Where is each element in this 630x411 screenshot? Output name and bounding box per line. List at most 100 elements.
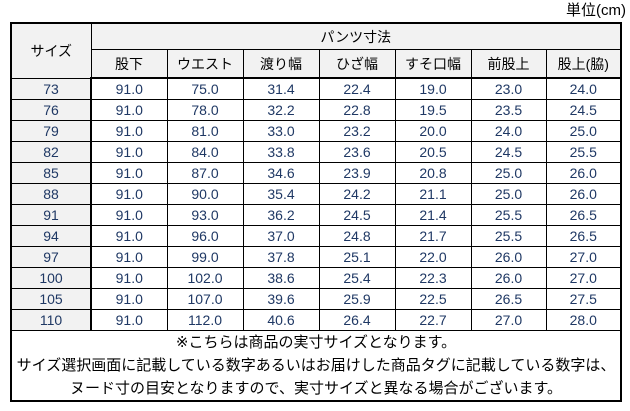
value-cell: 23.5: [470, 98, 547, 121]
value-cell: 91.0: [90, 224, 168, 247]
value-cell: 91.0: [90, 77, 168, 100]
group-header: パンツ寸法: [90, 22, 622, 50]
value-cell: 26.5: [545, 224, 622, 247]
value-cell: 22.8: [318, 98, 396, 121]
value-cell: 84.0: [166, 140, 244, 163]
value-cell: 21.1: [394, 182, 472, 205]
value-cell: 91.0: [90, 245, 168, 268]
size-cell: 110: [10, 308, 92, 331]
table-row: 110 91.0 112.0 40.6 26.4 22.7 27.0 28.0: [10, 308, 622, 331]
value-cell: 26.0: [470, 245, 547, 268]
value-cell: 26.0: [545, 161, 622, 184]
value-cell: 87.0: [166, 161, 244, 184]
value-cell: 36.2: [242, 203, 320, 226]
table-row: 73 91.0 75.0 31.4 22.4 19.0 23.0 24.0: [10, 77, 622, 100]
value-cell: 31.4: [242, 77, 320, 100]
size-cell: 94: [10, 224, 92, 247]
value-cell: 91.0: [90, 182, 168, 205]
value-cell: 90.0: [166, 182, 244, 205]
value-cell: 35.4: [242, 182, 320, 205]
value-cell: 38.6: [242, 266, 320, 289]
size-chart-table: サイズ パンツ寸法 股下 ウエスト 渡り幅 ひざ幅 すそ口幅 前股上 股上(脇) 73 91.…: [10, 22, 623, 402]
value-cell: 22.0: [394, 245, 472, 268]
value-cell: 23.6: [318, 140, 396, 163]
value-cell: 26.0: [470, 266, 547, 289]
value-cell: 91.0: [90, 161, 168, 184]
table-row: 88 91.0 90.0 35.4 24.2 21.1 25.0 26.0: [10, 182, 622, 205]
value-cell: 33.0: [242, 119, 320, 142]
value-cell: 22.4: [318, 77, 396, 100]
note-line: サイズ選択画面に記載している数字あるいはお届けした商品タグに記載している数字は、: [16, 356, 616, 374]
size-cell: 85: [10, 161, 92, 184]
value-cell: 91.0: [90, 98, 168, 121]
value-cell: 23.9: [318, 161, 396, 184]
size-cell: 100: [10, 266, 92, 289]
table-row: 85 91.0 87.0 34.6 23.9 20.8 25.0 26.0: [10, 161, 622, 184]
value-cell: 37.0: [242, 224, 320, 247]
value-cell: 102.0: [166, 266, 244, 289]
value-cell: 27.0: [470, 308, 547, 331]
value-cell: 91.0: [90, 308, 168, 331]
size-cell: 91: [10, 203, 92, 226]
unit-label: 単位(cm): [566, 2, 626, 19]
value-cell: 75.0: [166, 77, 244, 100]
value-cell: 26.5: [545, 203, 622, 226]
value-cell: 24.0: [470, 119, 547, 142]
value-cell: 20.0: [394, 119, 472, 142]
value-cell: 112.0: [166, 308, 244, 331]
value-cell: 93.0: [166, 203, 244, 226]
value-cell: 25.5: [470, 203, 547, 226]
size-cell: 105: [10, 287, 92, 310]
value-cell: 27.0: [545, 266, 622, 289]
value-cell: 91.0: [90, 266, 168, 289]
value-cell: 25.0: [470, 182, 547, 205]
table-header: サイズ パンツ寸法 股下 ウエスト 渡り幅 ひざ幅 すそ口幅 前股上 股上(脇): [10, 22, 622, 79]
size-column-header: サイズ: [10, 22, 92, 79]
value-cell: 26.4: [318, 308, 396, 331]
table-row: 79 91.0 81.0 33.0 23.2 20.0 24.0 25.0: [10, 119, 622, 142]
table-row: 91 91.0 93.0 36.2 24.5 21.4 25.5 26.5: [10, 203, 622, 226]
table-row: 100 91.0 102.0 38.6 25.4 22.3 26.0 27.0: [10, 266, 622, 289]
value-cell: 32.2: [242, 98, 320, 121]
value-cell: 25.0: [545, 119, 622, 142]
value-cell: 24.5: [318, 203, 396, 226]
size-cell: 76: [10, 98, 92, 121]
table-row: 76 91.0 78.0 32.2 22.8 19.5 23.5 24.5: [10, 98, 622, 121]
size-cell: 88: [10, 182, 92, 205]
value-cell: 28.0: [545, 308, 622, 331]
value-cell: 107.0: [166, 287, 244, 310]
value-cell: 33.8: [242, 140, 320, 163]
value-cell: 24.8: [318, 224, 396, 247]
value-cell: 24.0: [545, 77, 622, 100]
table-body: 73 91.0 75.0 31.4 22.4 19.0 23.0 24.0 76 91.0 78.0…: [10, 77, 622, 331]
table-row: 97 91.0 99.0 37.8 25.1 22.0 26.0 27.0: [10, 245, 622, 268]
notes-box: ※こちらは商品の実寸サイズとなります。 サイズ選択画面に記載している数字あるいはお…: [10, 329, 622, 401]
column-header: ひざ幅: [318, 49, 396, 79]
table-row: 94 91.0 96.0 37.0 24.8 21.7 25.5 26.5: [10, 224, 622, 247]
value-cell: 22.7: [394, 308, 472, 331]
value-cell: 19.5: [394, 98, 472, 121]
value-cell: 40.6: [242, 308, 320, 331]
value-cell: 26.5: [470, 287, 547, 310]
value-cell: 96.0: [166, 224, 244, 247]
value-cell: 27.0: [545, 245, 622, 268]
table-row: 105 91.0 107.0 39.6 25.9 22.5 26.5 27.5: [10, 287, 622, 310]
value-cell: 78.0: [166, 98, 244, 121]
size-cell: 79: [10, 119, 92, 142]
column-header: 前股上: [470, 49, 547, 79]
value-cell: 25.4: [318, 266, 396, 289]
value-cell: 25.5: [545, 140, 622, 163]
note-line: ヌード寸の目安となりますので、実寸サイズと異なる場合がございます。: [70, 379, 563, 397]
value-cell: 91.0: [90, 119, 168, 142]
table-row: 82 91.0 84.0 33.8 23.6 20.5 24.5 25.5: [10, 140, 622, 163]
value-cell: 27.5: [545, 287, 622, 310]
value-cell: 39.6: [242, 287, 320, 310]
value-cell: 22.5: [394, 287, 472, 310]
value-cell: 20.5: [394, 140, 472, 163]
value-cell: 24.5: [545, 98, 622, 121]
value-cell: 25.1: [318, 245, 396, 268]
value-cell: 25.0: [470, 161, 547, 184]
value-cell: 24.2: [318, 182, 396, 205]
column-header: 股上(脇): [545, 49, 622, 79]
column-header: ウエスト: [166, 49, 244, 79]
